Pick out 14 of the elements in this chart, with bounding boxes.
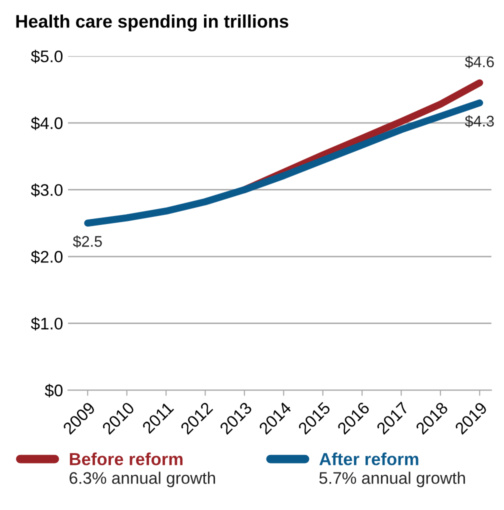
y-tick-label: $2.0 [30,250,63,264]
legend-label: After reform [319,452,418,466]
y-tick-label: $5.0 [30,50,63,64]
data-label: $4.3 [464,115,494,128]
y-tick-label: $1.0 [30,317,63,331]
chart-title: Health care spending in trillions [16,14,288,32]
text: 6.3% annual growth [70,472,216,488]
y-tick-label: $4.0 [30,116,63,130]
data-label: $4.6 [464,56,494,68]
y-tick-label: $3.0 [30,183,63,197]
y-tick-label: $0 [44,384,63,398]
text: 5.7% annual growth [319,472,465,488]
legend-label: Before reform [70,452,182,466]
data-label: $2.5 [72,235,102,248]
